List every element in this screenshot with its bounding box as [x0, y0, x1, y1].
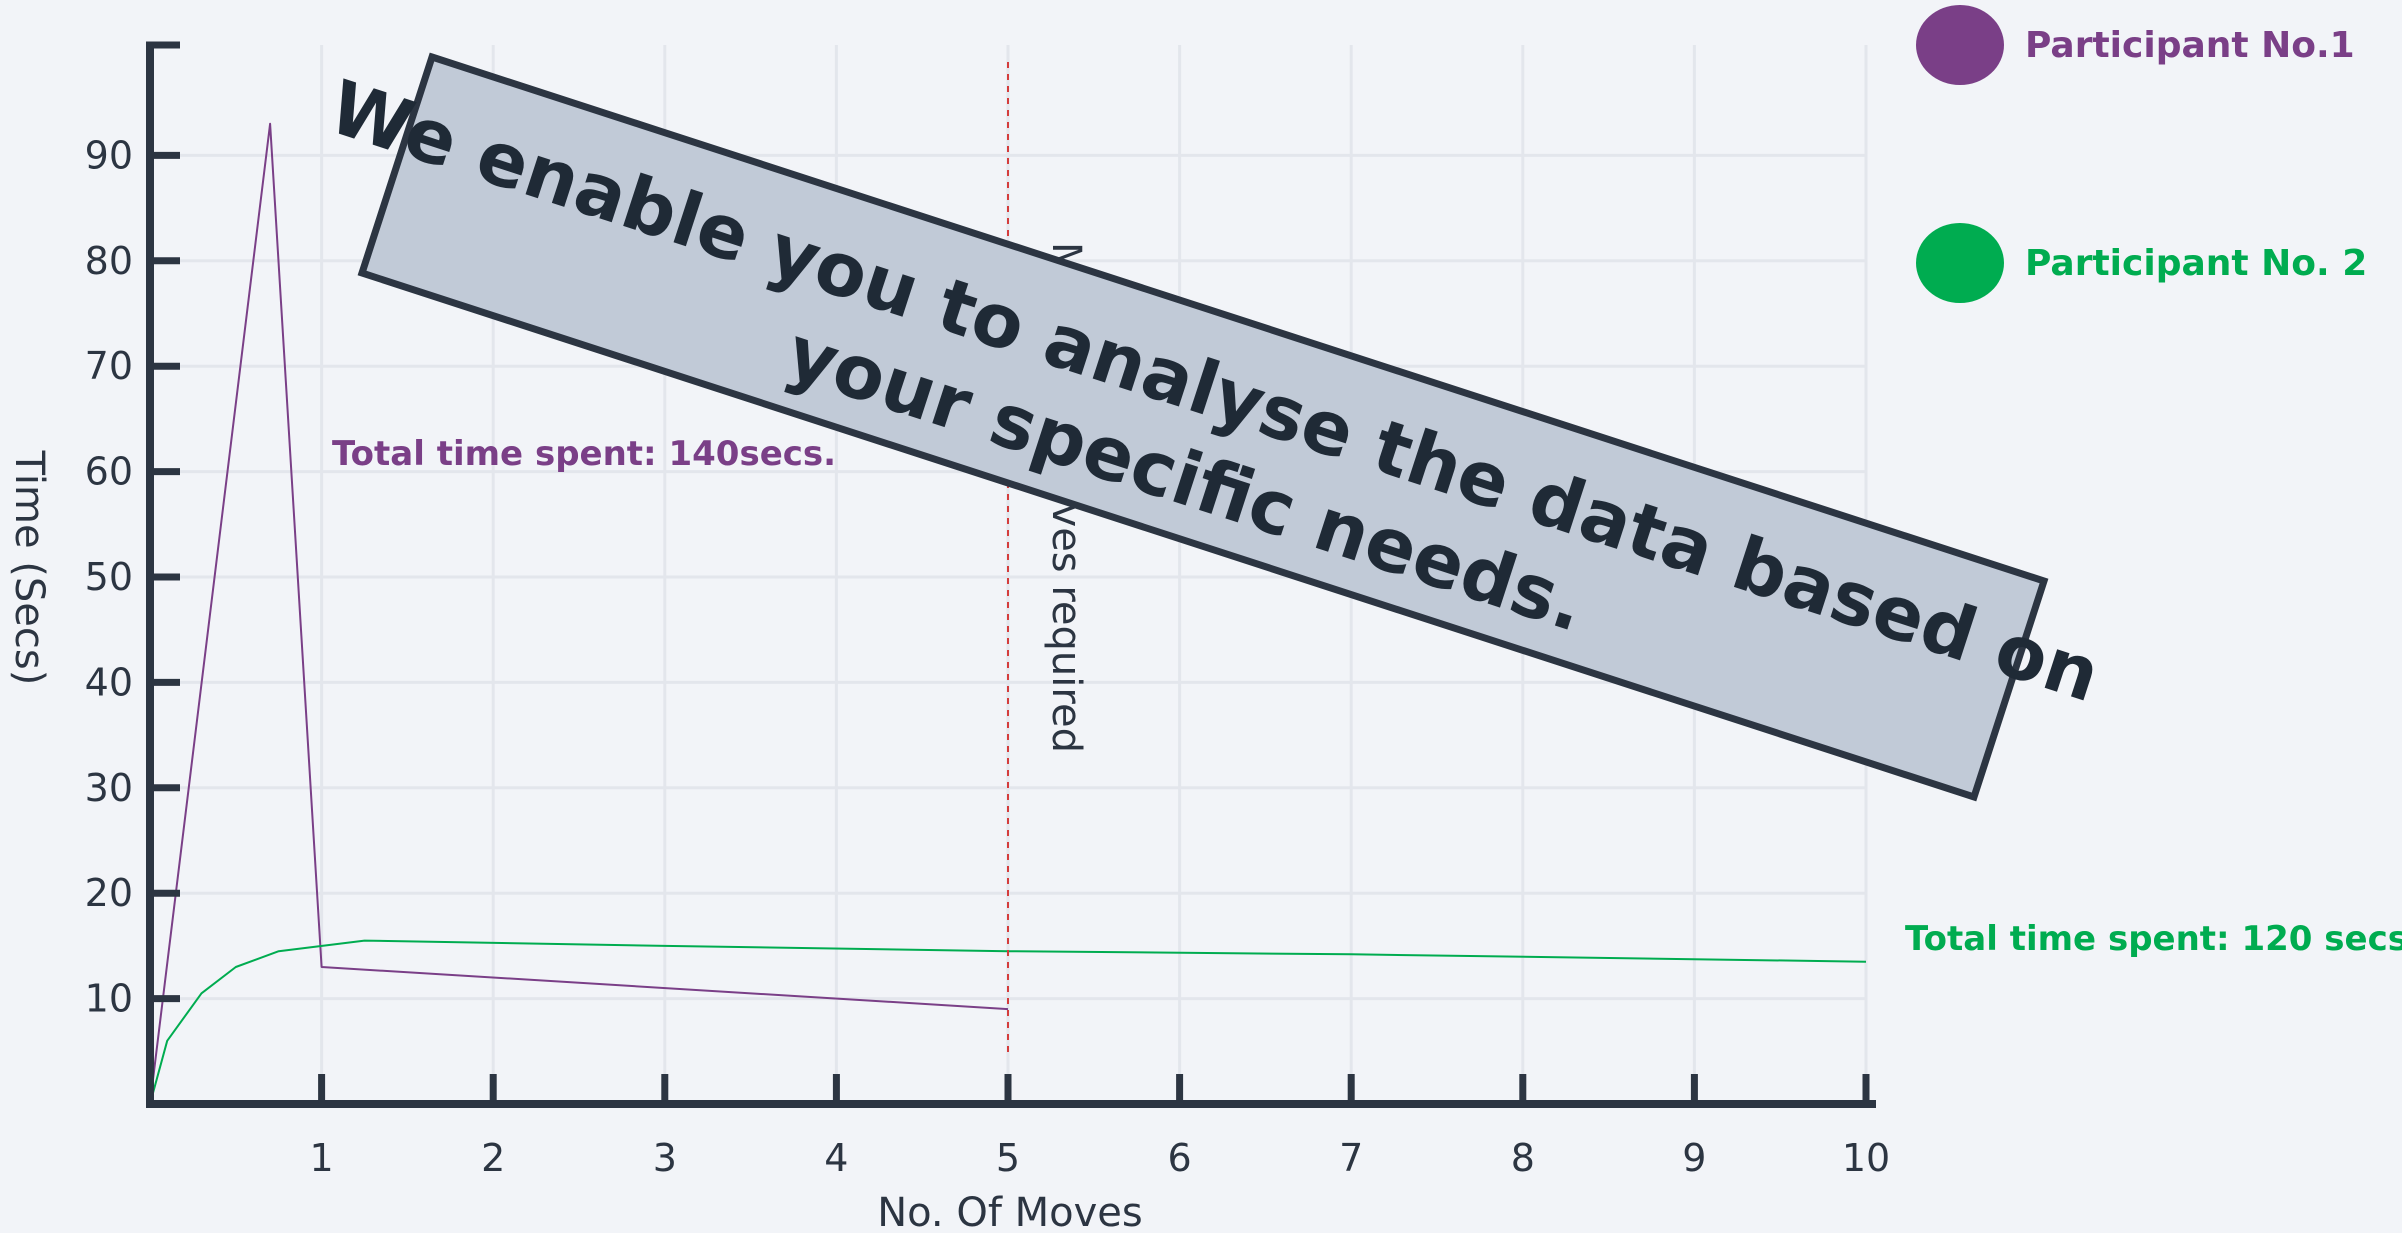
series-layer [149, 122, 1867, 1105]
legend-swatch-2 [1916, 223, 2004, 303]
y-tick-label: 80 [85, 239, 133, 283]
x-tick-label: 9 [1682, 1136, 1706, 1180]
promo-banner-box [357, 52, 2049, 802]
x-tick-label: 6 [1168, 1136, 1192, 1180]
legend-swatch-1 [1916, 5, 2004, 85]
series-line-1 [149, 122, 1009, 1105]
x-tick-label: 5 [996, 1136, 1020, 1180]
legend-label-1: Participant No.1 [2025, 25, 2355, 66]
legend: Participant No.1 Participant No. 2 [1916, 5, 2367, 303]
ticks: 1 2 3 4 5 6 7 8 9 10 10 20 30 40 50 60 70 80 90 [85, 41, 1890, 1180]
y-tick-label: 50 [85, 555, 133, 599]
x-axis-title: No. Of Moves [877, 1190, 1143, 1233]
x-tick-label: 7 [1339, 1136, 1363, 1180]
x-tick-label: 4 [824, 1136, 848, 1180]
y-tick-label: 20 [85, 871, 133, 915]
promo-banner: We enable you to analyse the data based … [319, 52, 2110, 802]
x-tick-label: 1 [310, 1136, 334, 1180]
y-tick-label: 60 [85, 450, 133, 494]
y-tick-label: 40 [85, 660, 133, 704]
x-tick-label: 10 [1842, 1136, 1890, 1180]
x-tick-label: 2 [481, 1136, 505, 1180]
y-axis-title: Time (Secs) [6, 450, 52, 686]
promo-banner-line-1: We enable you to analyse the data based … [319, 64, 2110, 719]
annotation-participant-1-total: Total time spent: 140secs. [332, 434, 836, 474]
y-tick-label: 30 [85, 766, 133, 810]
annotations: Total time spent: 140secs. Total time sp… [332, 434, 2402, 959]
legend-label-2: Participant No. 2 [2025, 243, 2367, 284]
x-tick-label: 3 [653, 1136, 677, 1180]
series-line-2 [149, 939, 1867, 1105]
y-tick-label: 10 [85, 977, 133, 1021]
annotation-participant-2-total: Total time spent: 120 secs. [1905, 919, 2402, 959]
x-tick-label: 8 [1511, 1136, 1535, 1180]
y-tick-label: 70 [85, 344, 133, 388]
y-tick-label: 90 [85, 133, 133, 177]
